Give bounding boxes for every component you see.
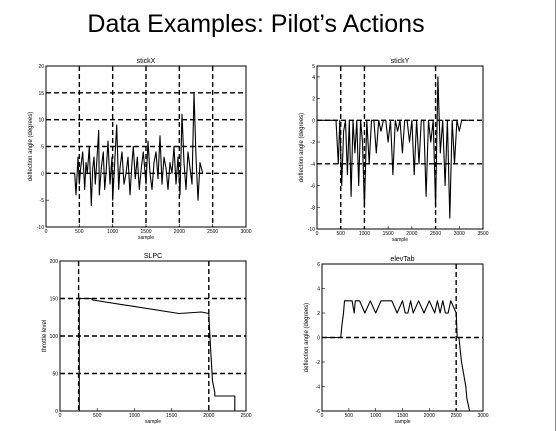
- x-tick-label: 2500: [430, 231, 441, 237]
- x-tick-label: 2000: [174, 229, 185, 235]
- x-tick-label: 0: [321, 413, 324, 419]
- y-tick-label: -2: [316, 360, 321, 366]
- series-line: [317, 76, 469, 219]
- x-tick-label: 1000: [107, 229, 118, 235]
- y-tick-label: 10: [38, 118, 44, 124]
- y-tick-label: -8: [311, 205, 316, 211]
- chart-title: elevTab: [390, 256, 414, 263]
- plot-frame: [316, 65, 484, 230]
- y-axis-label: deflection angle (degrees): [304, 303, 310, 372]
- x-tick-label: 500: [75, 229, 84, 235]
- y-tick-label: 2: [312, 97, 315, 103]
- x-tick-label: 1000: [359, 231, 370, 237]
- x-tick-label: 500: [345, 413, 354, 419]
- x-tick-label: 2500: [451, 413, 462, 419]
- series-line: [78, 297, 236, 412]
- x-tick-label: 500: [337, 231, 346, 237]
- x-tick-label: 1000: [129, 413, 140, 419]
- chart-panel-3: 0 500 1000 1500 2000 2500 0 50 100 150 200 SLPC samp…: [42, 253, 252, 425]
- y-axis-label: throttle level: [42, 320, 48, 352]
- x-tick-label: 3000: [454, 231, 465, 237]
- chart-title: stickY: [391, 58, 410, 65]
- y-tick-label: -4: [311, 162, 316, 168]
- y-tick-label: 0: [312, 118, 315, 124]
- y-tick-label: -4: [316, 385, 321, 391]
- slide-title: Data Examples: Pilot’s Actions: [87, 10, 425, 38]
- x-tick-label: 3000: [477, 413, 488, 419]
- chart-title: SLPC: [144, 253, 162, 260]
- y-tick-label: 50: [52, 372, 58, 378]
- y-tick-label: -10: [37, 225, 44, 231]
- x-tick-label: 500: [93, 413, 102, 419]
- x-tick-label: 0: [59, 413, 62, 419]
- x-tick-label: 2500: [207, 229, 218, 235]
- y-tick-label: 0: [55, 409, 58, 415]
- y-tick-label: 5: [41, 145, 44, 151]
- x-tick-label: 1500: [166, 413, 177, 419]
- y-tick-label: 100: [50, 334, 59, 340]
- x-tick-label: 2500: [240, 413, 251, 419]
- y-tick-label: 20: [38, 64, 44, 70]
- chart-panel-4: 0 500 1000 1500 2000 2500 3000 -6 -4 -2 0 2 4 6 elevTa…: [304, 256, 489, 425]
- x-tick-label: 1500: [383, 231, 394, 237]
- x-tick-label: 2000: [424, 413, 435, 419]
- chart-panel-1: 0 500 1000 1500 2000 2500 3000 -10 -5 0 5 10 15 20 sti…: [28, 58, 252, 241]
- y-tick-label: 200: [50, 259, 59, 265]
- y-tick-label: 5: [312, 64, 315, 70]
- x-tick-label: 0: [316, 231, 319, 237]
- x-tick-label: 1500: [140, 229, 151, 235]
- x-tick-label: 0: [45, 229, 48, 235]
- series-line: [74, 92, 204, 207]
- y-tick-label: 0: [41, 171, 44, 177]
- y-tick-label: -2: [311, 140, 316, 146]
- x-axis-label: sample: [145, 419, 161, 425]
- x-tick-label: 3000: [240, 229, 251, 235]
- y-tick-label: -10: [308, 227, 315, 233]
- x-tick-label: 1000: [370, 413, 381, 419]
- y-tick-label: 150: [50, 297, 59, 303]
- x-axis-label: sample: [138, 235, 154, 241]
- x-tick-label: 2000: [406, 231, 417, 237]
- series-line: [322, 300, 478, 412]
- slide-edge-line: [555, 0, 556, 431]
- chart-title: stickX: [137, 58, 156, 65]
- y-tick-label: 0: [317, 336, 320, 342]
- x-axis-label: sample: [392, 237, 408, 243]
- y-tick-label: 6: [317, 262, 320, 268]
- chart-panel-2: 0 500 1000 1500 2000 2500 3000 3500 -10 -8 -6 -4 -2 0…: [299, 58, 489, 243]
- x-axis-label: sample: [394, 419, 410, 425]
- y-tick-label: 15: [38, 91, 44, 97]
- y-tick-label: 4: [312, 75, 315, 81]
- x-tick-label: 1500: [397, 413, 408, 419]
- y-tick-label: 2: [317, 311, 320, 317]
- y-tick-label: -5: [40, 198, 45, 204]
- x-tick-label: 3500: [477, 231, 488, 237]
- y-tick-label: -6: [311, 184, 316, 190]
- y-axis-label: deflection angle (degrees): [28, 112, 34, 181]
- y-tick-label: 4: [317, 287, 320, 293]
- y-axis-label: deflection angle (degrees): [299, 113, 305, 182]
- y-tick-label: -6: [316, 409, 321, 415]
- x-tick-label: 2000: [203, 413, 214, 419]
